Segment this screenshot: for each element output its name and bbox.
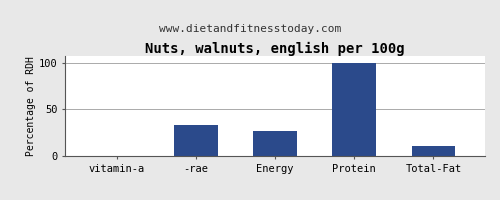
Bar	[332, 63, 376, 156]
Bar	[253, 131, 297, 156]
Text: www.dietandfitnesstoday.com: www.dietandfitnesstoday.com	[159, 24, 341, 34]
Bar	[174, 125, 218, 156]
Bar	[412, 146, 456, 156]
Y-axis label: Percentage of RDH: Percentage of RDH	[26, 56, 36, 156]
Title: Nuts, walnuts, english per 100g: Nuts, walnuts, english per 100g	[145, 42, 405, 56]
